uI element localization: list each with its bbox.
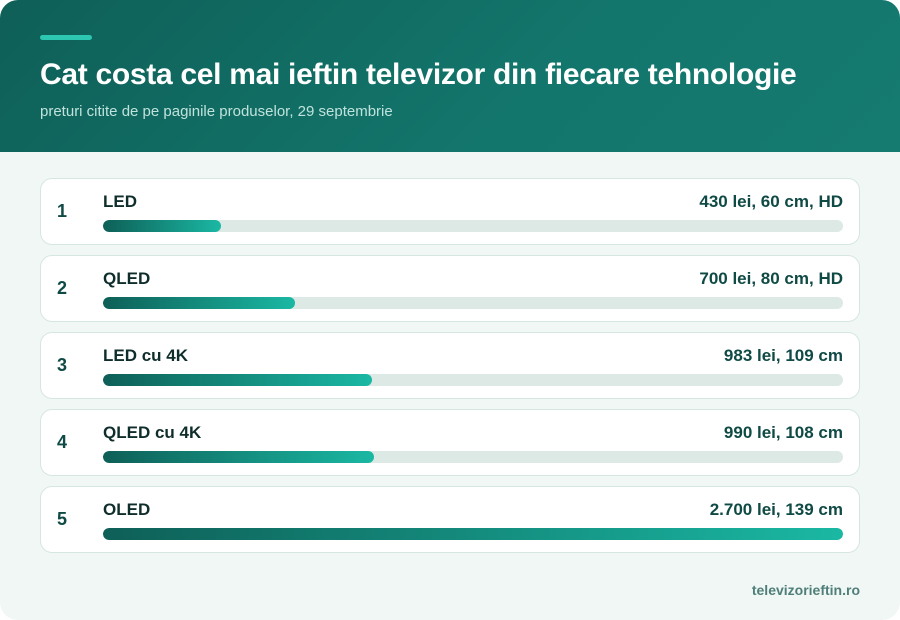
rank-label: 1 <box>57 201 68 221</box>
bar <box>103 297 295 309</box>
chart-title: Cat costa cel mai ieftin televizor din f… <box>40 58 797 91</box>
data-label: 983 lei, 109 cm <box>723 346 843 365</box>
bar-row: 2 QLED 700 lei, 80 cm, HD <box>40 255 860 322</box>
rank-label: 3 <box>57 355 68 375</box>
category-label: LED cu 4K <box>103 346 189 365</box>
bar-row: 1 LED 430 lei, 60 cm, HD <box>40 178 860 245</box>
bar-track <box>103 297 843 309</box>
category-label: LED <box>103 192 137 211</box>
bar <box>103 220 221 232</box>
bar-track <box>103 220 843 232</box>
source-label: televizorieftin.ro <box>751 582 860 598</box>
data-label: 430 lei, 60 cm, HD <box>699 192 843 211</box>
ranking-list: 1 LED 430 lei, 60 cm, HD 2 QLED 700 lei, 80 c… <box>40 178 860 563</box>
category-label: QLED cu 4K <box>103 423 202 442</box>
bar-row: 3 LED cu 4K 983 lei, 109 cm <box>40 332 860 399</box>
bar <box>103 451 374 463</box>
data-label: 990 lei, 108 cm <box>723 423 843 442</box>
data-label: 2.700 lei, 139 cm <box>709 500 843 519</box>
bar-row: 4 QLED cu 4K 990 lei, 108 cm <box>40 409 860 476</box>
header-banner: Cat costa cel mai ieftin televizor din f… <box>0 0 900 152</box>
bar <box>103 374 372 386</box>
bar-track <box>103 451 843 463</box>
bar <box>103 528 843 540</box>
category-label: OLED <box>103 500 151 519</box>
bar-track <box>103 528 843 540</box>
bar-track <box>103 374 843 386</box>
bar-row: 5 OLED 2.700 lei, 139 cm <box>40 486 860 553</box>
chart-subtitle: preturi citite de pe paginile produselor… <box>40 103 393 120</box>
rank-label: 5 <box>57 509 68 529</box>
category-label: QLED <box>103 269 151 288</box>
rank-label: 4 <box>57 432 68 452</box>
data-label: 700 lei, 80 cm, HD <box>699 269 843 288</box>
accent-bar <box>40 35 92 40</box>
rank-label: 2 <box>57 278 68 298</box>
